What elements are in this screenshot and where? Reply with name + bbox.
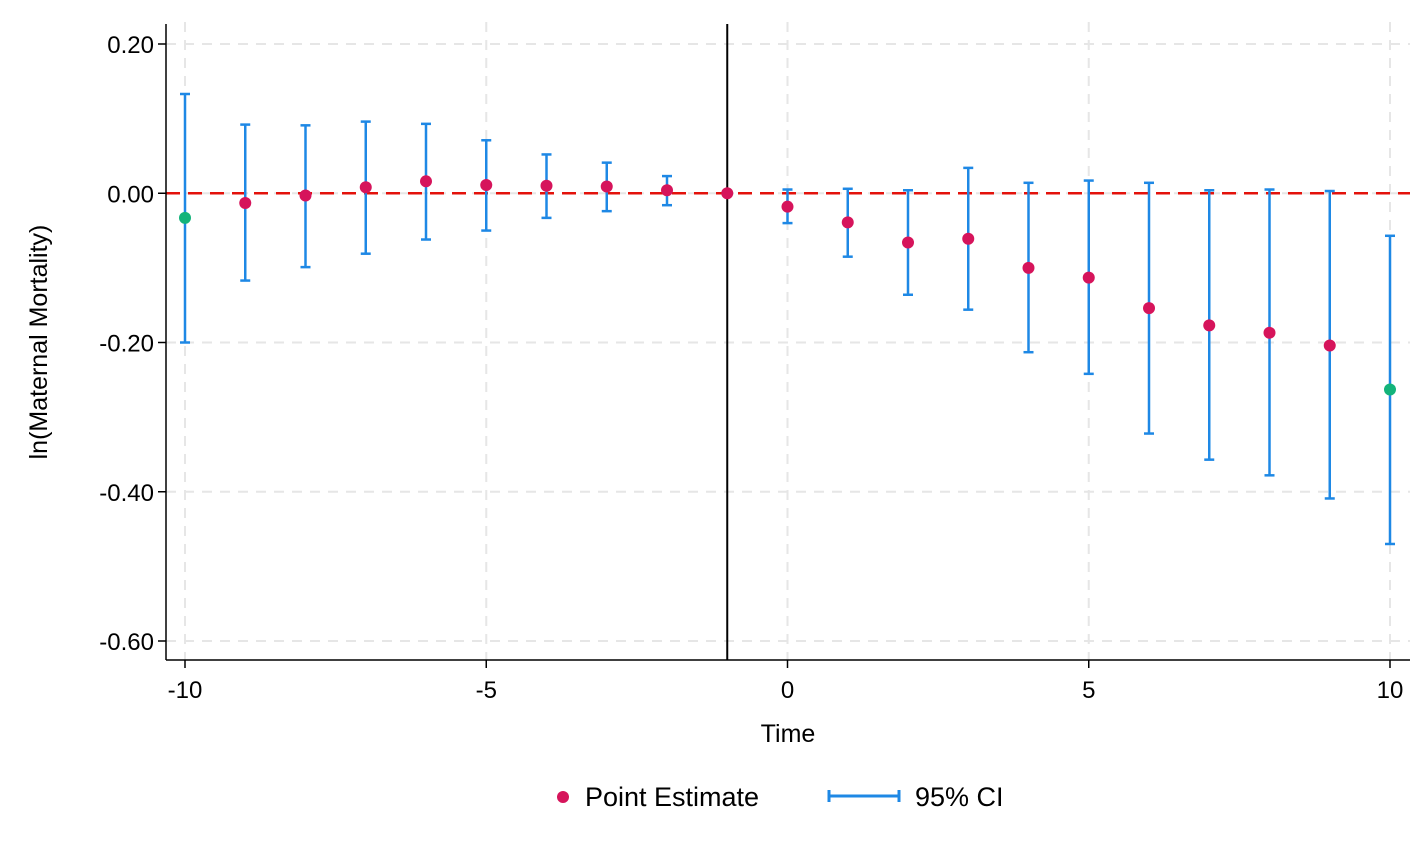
- grid-lines: [166, 22, 1410, 660]
- y-tick-label: -0.40: [99, 480, 154, 507]
- endpoint-estimate-point: [1384, 383, 1396, 396]
- point-estimate: [1203, 319, 1216, 332]
- point-estimate: [480, 179, 493, 192]
- confidence-intervals: [180, 92, 1395, 546]
- x-tick-label: 0: [781, 677, 794, 704]
- x-tick-label: -5: [476, 677, 497, 704]
- x-tick-label: -10: [168, 677, 203, 704]
- point-estimate: [299, 189, 312, 202]
- point-estimate: [1022, 261, 1035, 274]
- point-estimate: [540, 179, 553, 192]
- point-estimates: [179, 175, 1396, 396]
- y-tick-label: -0.60: [99, 629, 154, 656]
- legend-point-marker: [557, 791, 569, 803]
- x-tick-label: 10: [1377, 677, 1404, 704]
- legend-point-label: Point Estimate: [585, 782, 759, 812]
- point-estimate: [962, 232, 975, 245]
- point-estimate: [1143, 302, 1155, 315]
- point-estimate: [600, 180, 613, 193]
- point-estimate: [420, 175, 432, 188]
- point-estimate: [359, 181, 372, 194]
- y-axis-title: ln(Maternal Mortality): [25, 225, 53, 460]
- legend: Point Estimate 95% CI: [557, 782, 1004, 812]
- point-estimate: [1323, 339, 1336, 352]
- axes: 0.20 0.00 -0.20 -0.40 -0.60 -10 -5 0 5 10: [99, 24, 1410, 704]
- y-tick-label: -0.20: [99, 331, 154, 358]
- legend-ci-label: 95% CI: [915, 782, 1004, 812]
- point-estimate: [721, 187, 734, 200]
- point-estimate: [902, 236, 914, 249]
- point-estimate: [1082, 271, 1095, 284]
- point-estimate: [781, 200, 794, 213]
- endpoint-estimate-point: [179, 211, 191, 224]
- x-axis-title: Time: [761, 720, 816, 748]
- y-tick-label: 0.20: [107, 32, 154, 59]
- point-estimate: [239, 196, 252, 209]
- x-tick-label: 5: [1082, 677, 1095, 704]
- point-estimate: [661, 184, 673, 197]
- point-estimate: [841, 216, 854, 229]
- point-estimate: [1263, 326, 1276, 339]
- y-tick-label: 0.00: [107, 181, 154, 208]
